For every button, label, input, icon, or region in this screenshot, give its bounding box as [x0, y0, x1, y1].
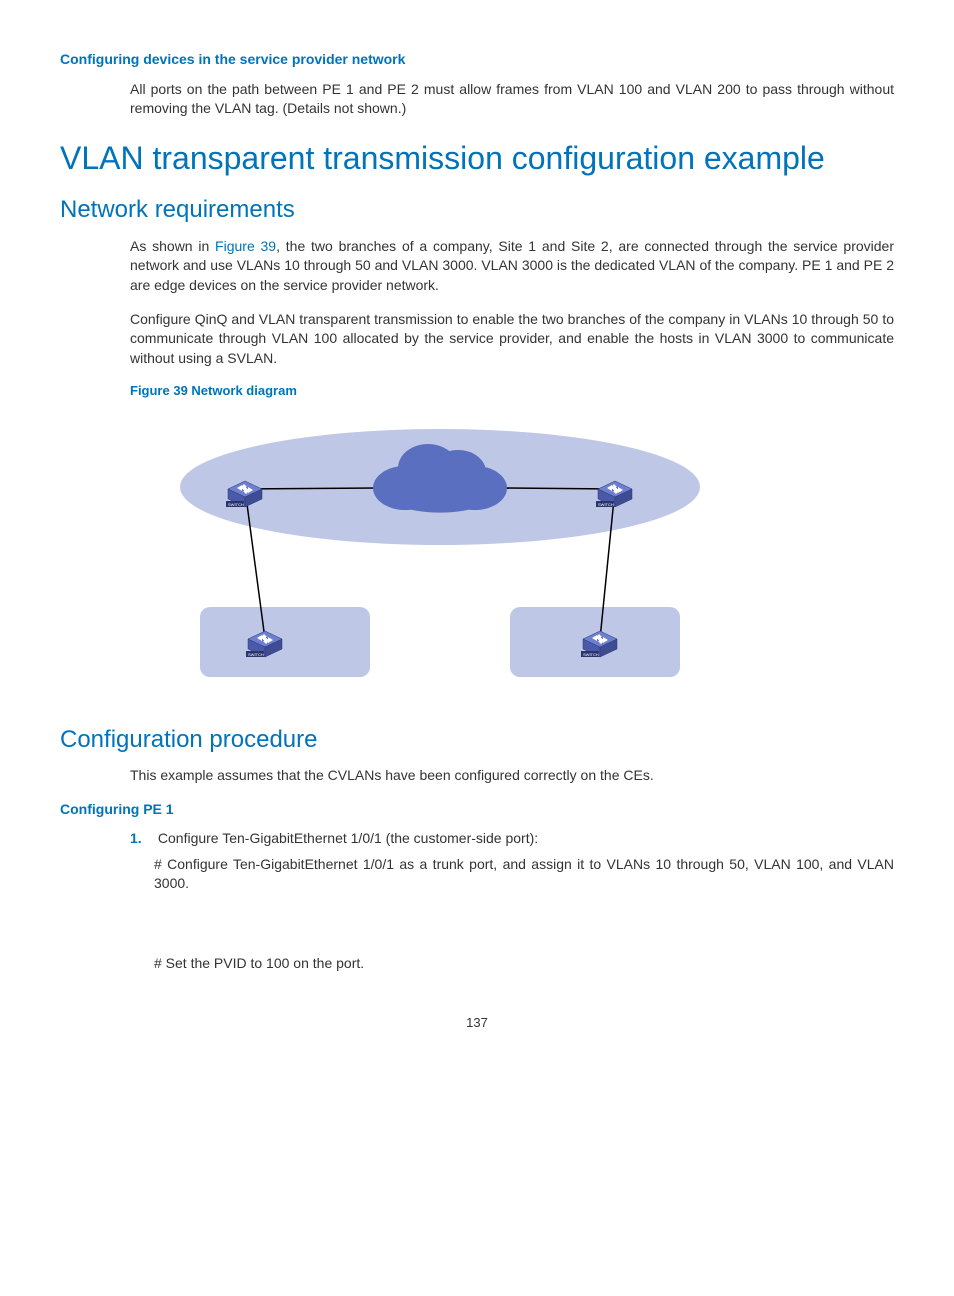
para-netreq-1a: As shown in [130, 238, 215, 254]
step-1-sub1: # Configure Ten-GigabitEthernet 1/0/1 as… [154, 855, 894, 894]
step-1-number: 1. [130, 829, 154, 849]
para-conf-intro: This example assumes that the CVLANs hav… [130, 766, 894, 786]
network-diagram: SWITCH SWITCH SWITCH SWITCH [130, 407, 894, 707]
heading-network-req: Network requirements [60, 193, 894, 227]
para-netreq-1: As shown in Figure 39, the two branches … [130, 237, 894, 296]
step-1-sub2: # Set the PVID to 100 on the port. [154, 954, 894, 974]
heading-pe1: Configuring PE 1 [60, 800, 894, 820]
para-netreq-2: Configure QinQ and VLAN transparent tran… [130, 310, 894, 369]
heading-main: VLAN transparent transmission configurat… [60, 139, 894, 177]
figure-ref-39[interactable]: Figure 39 [215, 238, 276, 254]
svg-text:SWITCH: SWITCH [248, 652, 264, 657]
para-sp-network: All ports on the path between PE 1 and P… [130, 80, 894, 119]
step-list: 1. Configure Ten-GigabitEthernet 1/0/1 (… [130, 829, 894, 849]
heading-sp-network: Configuring devices in the service provi… [60, 50, 894, 70]
svg-text:SWITCH: SWITCH [598, 502, 614, 507]
svg-text:SWITCH: SWITCH [583, 652, 599, 657]
heading-conf-proc: Configuration procedure [60, 723, 894, 757]
step-1-text: Configure Ten-GigabitEthernet 1/0/1 (the… [158, 830, 538, 846]
figure-caption: Figure 39 Network diagram [130, 382, 894, 400]
step-1: 1. Configure Ten-GigabitEthernet 1/0/1 (… [130, 829, 894, 849]
svg-text:SWITCH: SWITCH [228, 502, 244, 507]
page-number: 137 [60, 1014, 894, 1032]
